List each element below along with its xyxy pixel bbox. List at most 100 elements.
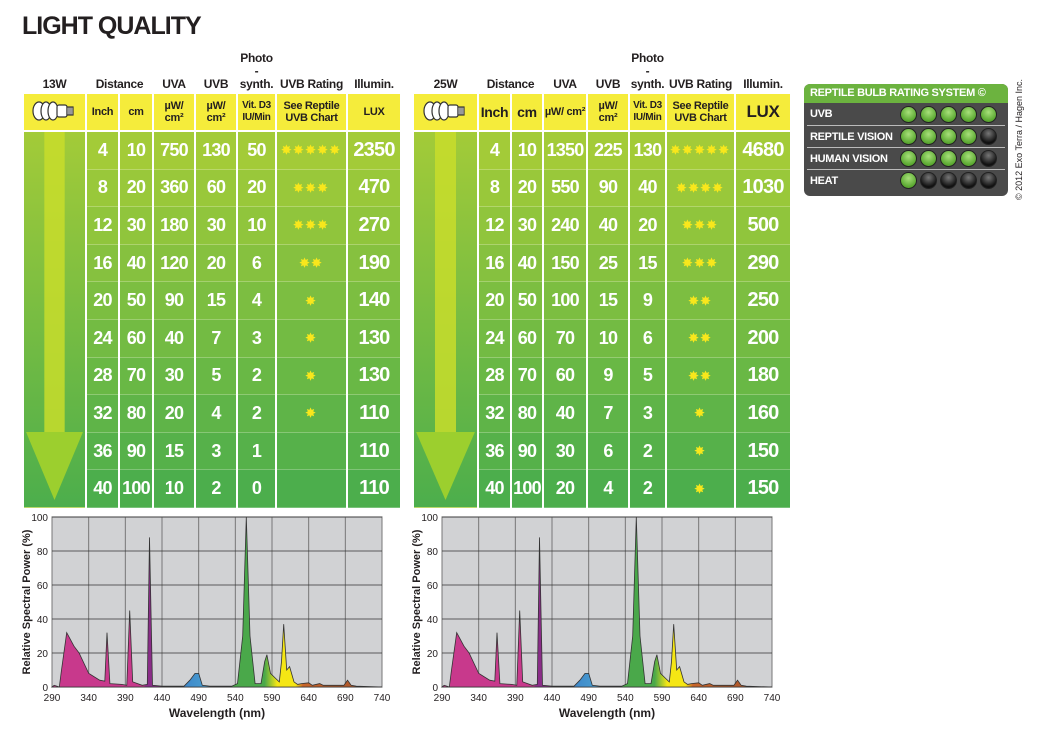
distance-header: Distance <box>95 77 144 91</box>
rating-dot-icon <box>960 128 977 145</box>
table-row: 40 100 10 2 0 110 <box>24 470 400 508</box>
bulb-icon <box>414 94 477 132</box>
bulb-icon <box>24 94 85 132</box>
lux-cell: 270 <box>348 207 400 245</box>
photo-header: Photo -synth. <box>630 51 665 91</box>
uvb-rating-stars: ✸ <box>277 319 346 358</box>
inch-cell: 12 <box>87 207 118 245</box>
rating-dot-icon <box>960 105 977 123</box>
rating-dot-icon <box>920 150 937 167</box>
cm-cell: 70 <box>512 357 542 396</box>
rating-dot-icon <box>900 150 917 167</box>
uva-cell: 15 <box>154 432 194 471</box>
uvb-rating-stars: ✸✸✸ <box>667 207 734 245</box>
uvb-rating-stars: ✸✸ <box>667 282 734 320</box>
uvb-cell: 10 <box>588 319 628 358</box>
inch-cell: 36 <box>479 432 510 471</box>
uvb-cell: 15 <box>196 282 236 320</box>
uva-cell: 20 <box>154 395 194 433</box>
spectrum-chart-13w: 290 340 390 440 490 540 590 640 690 740 0 20 40 60 80 1… <box>21 513 391 720</box>
cm-cell: 50 <box>512 282 542 320</box>
inch-cell: 24 <box>479 319 510 358</box>
rating-dot-icon <box>980 172 997 189</box>
photo-cell: 20 <box>630 207 665 245</box>
lux-cell: 180 <box>736 357 790 396</box>
lux-cell: 110 <box>348 432 400 471</box>
x-tick-label: 490 <box>190 693 207 704</box>
cm-cell: 20 <box>120 169 152 208</box>
rating-row: UVB <box>807 103 1005 125</box>
photo-cell: 0 <box>238 470 275 508</box>
uvb-cell: 3 <box>196 432 236 471</box>
table-row: 28 70 30 5 2 ✸ 130 <box>24 357 400 396</box>
cm-cell: 60 <box>120 319 152 358</box>
cm-subheader: cm <box>512 94 542 132</box>
photo-cell: 3 <box>238 319 275 358</box>
photo-cell: 2 <box>630 470 665 508</box>
distance-arrow-icon <box>24 132 85 508</box>
uvb-rating-stars <box>277 470 346 508</box>
rating-unit: See Reptile UVB Chart <box>667 94 734 132</box>
inch-cell: 16 <box>479 244 510 283</box>
uva-cell: 100 <box>544 282 586 320</box>
uvb-header: UVB <box>595 77 621 91</box>
uvb-rating-stars: ✸ <box>277 357 346 396</box>
rating-dot-icon <box>940 172 957 189</box>
uva-cell: 30 <box>544 432 586 471</box>
rating-dot-icon <box>920 128 937 145</box>
light-table-13w: 13W Distance UVA UVB Photo -synth. UVB R… <box>22 52 402 508</box>
uvb-cell: 20 <box>196 244 236 283</box>
x-tick-label: 490 <box>580 693 597 704</box>
cm-cell: 80 <box>120 395 152 433</box>
plot-area <box>51 516 383 688</box>
uva-cell: 360 <box>154 169 194 208</box>
y-axis-label: Relative Spectral Power (%) <box>21 529 33 674</box>
uva-unit: µW/ cm² <box>154 94 194 132</box>
uvb-cell: 2 <box>196 470 236 508</box>
uva-cell: 60 <box>544 357 586 396</box>
y-tick-label: 40 <box>37 615 49 626</box>
uvb-rating-stars: ✸✸✸✸ <box>667 169 734 208</box>
inch-cell: 20 <box>87 282 118 320</box>
lux-cell: 140 <box>348 282 400 320</box>
uva-cell: 240 <box>544 207 586 245</box>
lux-cell: 290 <box>736 244 790 283</box>
table-row: 36 90 15 3 1 110 <box>24 432 400 471</box>
cm-cell: 40 <box>512 244 542 283</box>
y-tick-label: 60 <box>427 581 439 592</box>
uva-cell: 10 <box>154 470 194 508</box>
uvb-unit: µW/ cm² <box>196 94 236 132</box>
cm-cell: 40 <box>120 244 152 283</box>
uvb-header: UVB <box>203 77 229 91</box>
rating-label: UVB <box>810 108 833 120</box>
uvb-rating-stars: ✸✸ <box>277 244 346 283</box>
uvb-rating-stars: ✸✸ <box>667 357 734 396</box>
uvb-cell: 4 <box>196 395 236 433</box>
lux-cell: 470 <box>348 169 400 208</box>
photo-cell: 6 <box>238 244 275 283</box>
x-tick-label: 590 <box>264 693 281 704</box>
distance-header: Distance <box>486 77 535 91</box>
table-row: 4 10 1350 225 130 ✸✸✸✸✸ 4680 <box>414 132 790 508</box>
table-row: 24 60 70 10 6 ✸✸ 200 <box>414 319 790 358</box>
lux-cell: 4680 <box>736 132 790 170</box>
x-tick-label: 340 <box>470 693 487 704</box>
lux-cell: 190 <box>348 244 400 283</box>
cm-subheader: cm <box>120 94 152 132</box>
lux-cell: 130 <box>348 357 400 396</box>
lux-cell: 200 <box>736 319 790 358</box>
rating-dot-icon <box>980 105 997 123</box>
cm-cell: 70 <box>120 357 152 396</box>
rating-dot-icon <box>980 128 997 145</box>
x-axis-label: Wavelength (nm) <box>169 706 265 720</box>
table-row: 40 100 20 4 2 ✸ 150 <box>414 470 790 508</box>
inch-cell: 40 <box>479 470 510 508</box>
y-tick-label: 0 <box>432 683 438 694</box>
x-tick-label: 390 <box>507 693 524 704</box>
rating-header: UVB Rating <box>668 77 732 91</box>
photo-cell: 40 <box>630 169 665 208</box>
photo-cell: 2 <box>238 395 275 433</box>
x-tick-label: 290 <box>44 693 61 704</box>
photo-cell: 2 <box>238 357 275 396</box>
plot-area <box>441 516 773 688</box>
